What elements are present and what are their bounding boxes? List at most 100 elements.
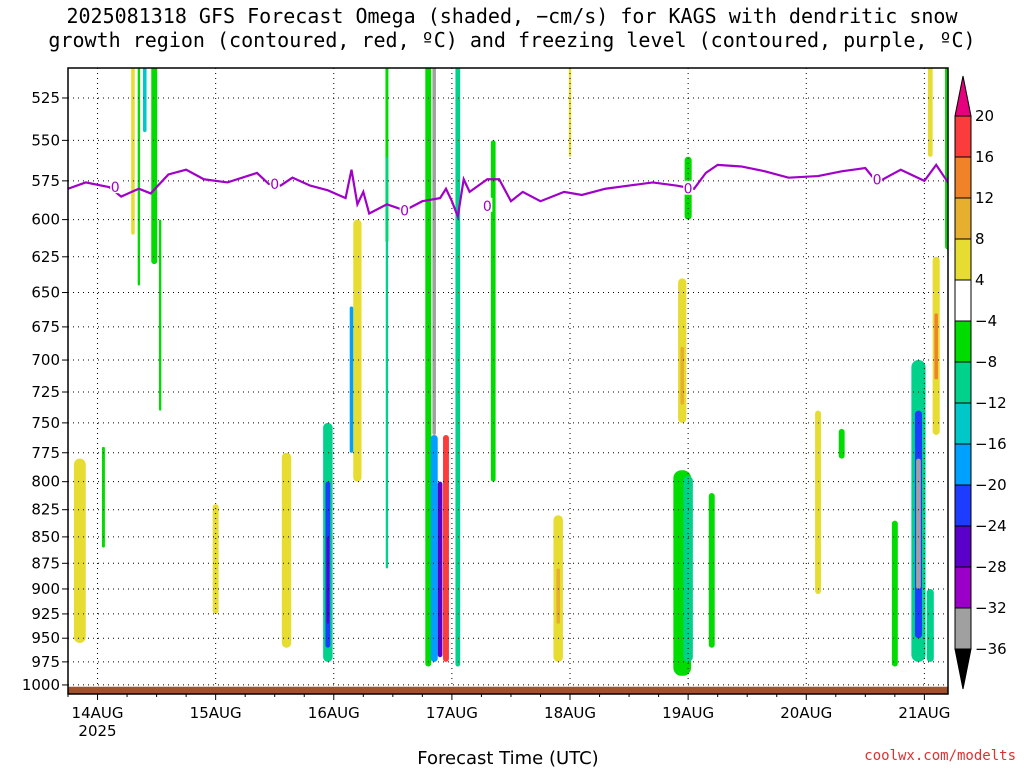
y-tick-label: 575 [31, 172, 60, 190]
y-tick-label: 650 [31, 284, 60, 302]
y-tick-label: 775 [31, 444, 60, 462]
colorbar-label: 4 [975, 271, 985, 289]
chart-title: 2025081318 GFS Forecast Omega (shaded, −… [0, 4, 1024, 52]
y-tick-label: 600 [31, 211, 60, 229]
omega-cell [212, 504, 219, 614]
x-tick-label: 17AUG [426, 704, 478, 722]
terrain-fill [68, 686, 948, 694]
colorbar-label: −4 [975, 312, 997, 330]
colorbar-label: −32 [975, 599, 1007, 617]
omega-cell [137, 68, 141, 286]
omega-cell [556, 568, 560, 624]
colorbar-label: −24 [975, 517, 1007, 535]
y-tick-label: 875 [31, 554, 60, 572]
colorbar-segment [954, 607, 972, 650]
y-tick-label: 675 [31, 318, 60, 336]
contour-label-bg [110, 179, 121, 194]
y-tick-label: 525 [31, 89, 60, 107]
x-tick-label: 16AUG [308, 704, 360, 722]
omega-cell [131, 68, 135, 235]
colorbar-segment [954, 279, 972, 322]
omega-cell [708, 492, 715, 648]
omega-cell [151, 68, 158, 265]
y-tick-label: 975 [31, 653, 60, 671]
y-tick-label: 1000 [22, 676, 60, 694]
colorbar-label: −28 [975, 558, 1007, 576]
title-line-2: growth region (contoured, red, ºC) and f… [48, 28, 976, 52]
contour-label-bg [482, 197, 493, 212]
colorbar-segment [954, 525, 972, 568]
omega-cell [455, 68, 461, 667]
credit-text: coolwx.com/modelts [864, 748, 1016, 764]
omega-cell [926, 588, 934, 662]
grid-lines [68, 68, 948, 694]
omega-cell [430, 434, 438, 662]
plot-background [68, 68, 948, 694]
colorbar-segment [954, 484, 972, 527]
y-tick-label: 625 [31, 248, 60, 266]
omega-cell [934, 313, 938, 380]
title-line-1: 2025081318 GFS Forecast Omega (shaded, −… [66, 4, 958, 28]
omega-cell [568, 68, 572, 157]
colorbar-segment [954, 361, 972, 404]
x-tick-label: 19AUG [662, 704, 714, 722]
y-tick-label: 800 [31, 473, 60, 491]
contour-label-bg [683, 180, 694, 195]
omega-cell [490, 140, 496, 482]
colorbar-label: −8 [975, 353, 997, 371]
colorbar-label: 20 [975, 107, 994, 125]
freezing-level-label: 0 [483, 199, 492, 215]
colorbar-bottom-arrow [954, 648, 972, 690]
y-tick-label: 700 [31, 351, 60, 369]
colorbar-label: 16 [975, 148, 994, 166]
x-tick-label: 18AUG [544, 704, 596, 722]
colorbar-label: 12 [975, 189, 994, 207]
colorbar-segment [954, 402, 972, 445]
contour-label-bg [872, 171, 883, 186]
omega-cell [326, 536, 330, 624]
colorbar-segment [954, 115, 972, 158]
y-tick-label: 550 [31, 131, 60, 149]
omega-cell [815, 410, 822, 595]
x-tick-label: 14AUG [72, 704, 124, 722]
freezing-level-label: 0 [400, 203, 409, 219]
colorbar-segment [954, 156, 972, 199]
omega-cell [443, 434, 449, 662]
colorbar-segment [954, 443, 972, 486]
y-tick-label: 950 [31, 629, 60, 647]
colorbar-label: 8 [975, 230, 985, 248]
freezing-level-label: 0 [270, 177, 279, 193]
omega-cell [101, 446, 105, 548]
omega-cell [349, 306, 354, 453]
x-axis-title: Forecast Time (UTC) [417, 748, 598, 768]
colorbar-segment [954, 238, 972, 281]
y-tick-label: 850 [31, 528, 60, 546]
omega-cell [158, 219, 162, 411]
colorbar-label: −16 [975, 435, 1007, 453]
omega-cell [73, 458, 86, 643]
y-tick-label: 750 [31, 414, 60, 432]
x-tick-label: 21AUG [898, 704, 950, 722]
omega-cell [680, 346, 684, 405]
plot-frame [67, 67, 949, 695]
colorbar-segment [954, 320, 972, 363]
y-tick-label: 925 [31, 605, 60, 623]
freezing-level-contour: 0 0 0 0 0 0 [68, 162, 948, 221]
omega-cell [927, 68, 933, 157]
contour-label-bg [399, 202, 410, 217]
omega-cell [432, 68, 436, 435]
terrain-band [68, 686, 948, 694]
omega-cell [916, 458, 921, 589]
y-axis-ticks: 525 550 575 600 625 650 675 700 725 750 775 800 825 8… [22, 89, 68, 694]
colorbar-top-arrow [954, 75, 972, 117]
colorbar-label: −12 [975, 394, 1007, 412]
y-tick-label: 825 [31, 501, 60, 519]
omega-cell [838, 428, 845, 459]
freezing-level-label: 0 [111, 180, 120, 196]
omega-cell [281, 452, 292, 648]
x-axis-ticks: 14AUG 15AUG 16AUG 17AUG 18AUG 19AUG 20AUG 21AUG… [67, 694, 950, 740]
contour-label-bg [269, 176, 280, 191]
colorbar-segment [954, 566, 972, 609]
x-year-label: 2025 [78, 722, 116, 740]
colorbar-label: −20 [975, 476, 1007, 494]
